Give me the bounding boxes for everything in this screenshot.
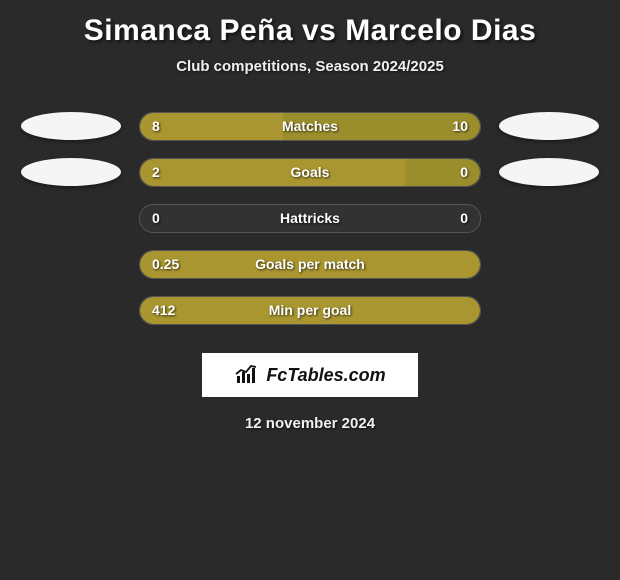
player-left-badge [21,112,121,140]
value-right: 0 [460,164,468,180]
bar-fill-right [405,159,480,186]
date-label: 12 november 2024 [0,415,620,432]
stat-row: 8 10 Matches [0,103,620,149]
metric-label: Goals [291,164,330,180]
chart-icon [234,364,260,386]
subtitle: Club competitions, Season 2024/2025 [0,58,620,103]
bar-fill-left [140,159,405,186]
value-left: 2 [152,164,160,180]
stat-bar: 8 10 Matches [139,112,481,141]
value-left: 0.25 [152,256,179,272]
metric-label: Min per goal [269,302,351,318]
bar-fill-left [140,113,283,140]
metric-label: Matches [282,118,338,134]
logo-box[interactable]: FcTables.com [202,353,418,397]
value-right: 0 [460,210,468,226]
player-right-badge [499,112,599,140]
stat-bar: 0.25 Goals per match [139,250,481,279]
player-left-badge [21,158,121,186]
stat-bar: 2 0 Goals [139,158,481,187]
logo-text: FcTables.com [266,365,385,386]
comparison-widget: Simanca Peña vs Marcelo Dias Club compet… [0,0,620,432]
stat-bar: 412 Min per goal [139,296,481,325]
value-right: 10 [452,118,468,134]
stat-row: 2 0 Goals [0,149,620,195]
stat-row: 412 Min per goal [0,287,620,333]
stat-row: 0 0 Hattricks [0,195,620,241]
stat-bar: 0 0 Hattricks [139,204,481,233]
value-left: 8 [152,118,160,134]
stat-row: 0.25 Goals per match [0,241,620,287]
metric-label: Hattricks [280,210,340,226]
value-left: 412 [152,302,175,318]
player-right-badge [499,158,599,186]
stat-rows: 8 10 Matches 2 0 Goals 0 0 Hattricks 0.25 Goals pe… [0,103,620,333]
page-title: Simanca Peña vs Marcelo Dias [0,8,620,58]
metric-label: Goals per match [255,256,365,272]
value-left: 0 [152,210,160,226]
